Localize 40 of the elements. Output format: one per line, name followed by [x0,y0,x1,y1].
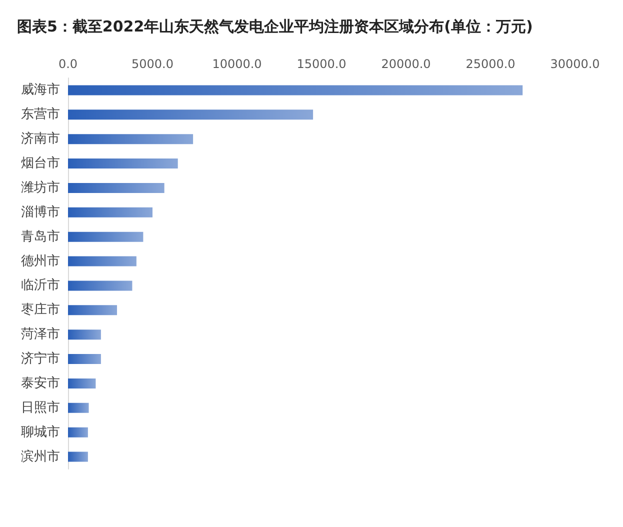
y-tick-label: 日照市 [21,400,60,416]
x-tick-label: 30000.0 [550,57,600,71]
bar [68,305,118,316]
y-tick-label: 泰安市 [21,374,60,391]
y-tick-label: 威海市 [21,82,60,98]
x-tick-label: 20000.0 [381,57,431,71]
bar [68,182,164,193]
bar [68,402,89,413]
x-tick-label: 0.0 [58,57,78,71]
bar [68,452,88,462]
bar [68,134,194,144]
y-tick-label: 淄博市 [21,204,60,220]
y-tick-label: 枣庄市 [21,302,60,318]
bar [68,427,88,438]
y-tick-label: 德州市 [21,254,60,269]
y-tick-label: 滨州市 [21,448,60,464]
y-tick-label: 青岛市 [21,229,60,244]
bar [68,110,314,120]
bar [68,378,96,388]
y-tick-label: 菏泽市 [21,327,60,342]
x-tick-label: 15000.0 [296,57,346,71]
y-tick-label: 临沂市 [21,278,60,294]
bar [68,232,144,242]
x-tick-label: 10000.0 [212,57,262,71]
y-tick-label: 济宁市 [21,350,60,367]
y-tick-label: 聊城市 [21,424,60,440]
bar [68,85,523,96]
y-tick-label: 烟台市 [21,156,60,172]
bar [68,256,136,266]
chart-title: 图表5：截至2022年山东天然气发电企业平均注册资本区域分布(单位：万元) [17,18,533,36]
x-tick-label: 5000.0 [132,57,174,71]
bar [68,207,152,218]
y-tick-label: 济南市 [21,132,60,147]
bar [68,280,132,291]
y-tick-label: 潍坊市 [21,180,60,196]
bar [68,158,178,169]
x-tick-label: 25000.0 [466,57,516,71]
y-tick-label: 东营市 [21,107,60,122]
bar [68,330,101,340]
bar [68,354,101,364]
